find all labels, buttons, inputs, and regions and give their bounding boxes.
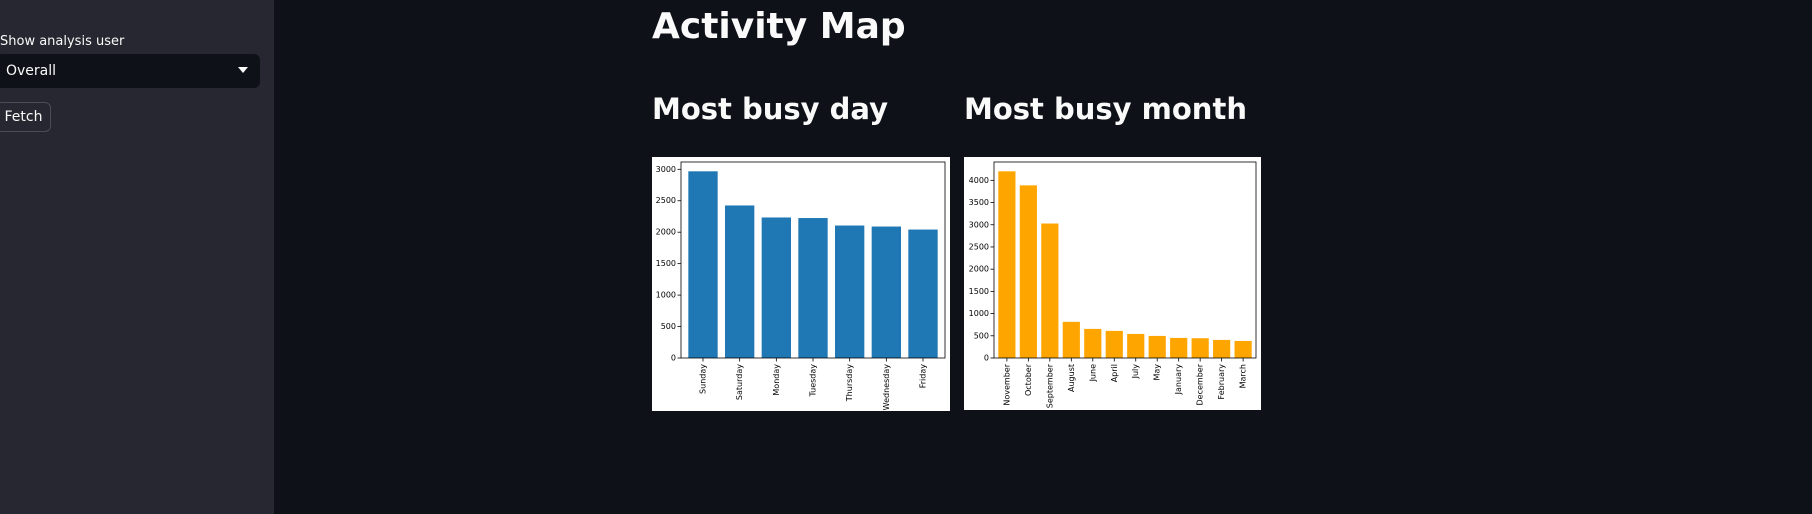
x-tick-label: Wednesday xyxy=(882,364,891,411)
x-tick-label: May xyxy=(1153,364,1162,381)
bar xyxy=(1213,339,1231,358)
y-tick-label: 500 xyxy=(974,331,989,340)
bar xyxy=(1084,328,1102,358)
chart-heading: Most busy month xyxy=(964,92,1247,126)
y-tick-label: 2500 xyxy=(656,196,676,205)
bar xyxy=(1127,333,1145,358)
x-tick-label: October xyxy=(1024,363,1033,396)
x-tick-label: November xyxy=(1002,363,1011,405)
x-tick-label: September xyxy=(1045,363,1054,408)
bar xyxy=(835,225,865,358)
y-tick-label: 500 xyxy=(661,322,676,331)
y-tick-label: 3500 xyxy=(969,198,989,207)
x-tick-label: January xyxy=(1174,364,1183,396)
bar xyxy=(908,229,938,358)
sidebar: Show analysis user Overall Fetch xyxy=(0,0,274,514)
x-tick-label: June xyxy=(1088,364,1097,383)
bar xyxy=(688,171,718,358)
x-tick-label: Saturday xyxy=(735,364,744,400)
bar xyxy=(1191,338,1209,358)
x-tick-label: Friday xyxy=(919,364,928,389)
bar xyxy=(1105,330,1123,358)
bar xyxy=(871,226,901,358)
bar xyxy=(998,171,1016,358)
x-tick-label: February xyxy=(1217,364,1226,400)
x-tick-label: Monday xyxy=(772,364,781,396)
chart: Sunday Saturday Monday Tuesday Thursday Wedne… xyxy=(652,157,950,411)
y-tick-label: 2000 xyxy=(656,228,676,237)
y-tick-label: 0 xyxy=(984,354,989,363)
x-tick-label: April xyxy=(1110,364,1119,382)
x-tick-label: March xyxy=(1239,364,1248,388)
bar xyxy=(1041,223,1059,358)
bar xyxy=(1019,185,1037,358)
y-tick-label: 3000 xyxy=(656,165,676,174)
bar xyxy=(1062,321,1080,358)
x-tick-label: December xyxy=(1196,363,1205,405)
x-tick-label: August xyxy=(1067,364,1076,392)
bar xyxy=(1148,335,1166,358)
bar xyxy=(761,217,791,358)
chart: November October September August June April J… xyxy=(964,157,1261,410)
x-tick-label: Tuesday xyxy=(809,364,818,398)
x-tick-label: Thursday xyxy=(845,364,854,402)
x-tick-label: Sunday xyxy=(699,364,708,394)
y-tick-label: 1500 xyxy=(656,259,676,268)
page-title: Activity Map xyxy=(652,6,906,47)
axes-frame xyxy=(993,161,1257,359)
bar xyxy=(1170,337,1188,358)
select-label: Show analysis user xyxy=(0,34,125,49)
bar xyxy=(1234,340,1252,358)
x-tick-label: July xyxy=(1131,364,1140,380)
y-tick-label: 1500 xyxy=(969,287,989,296)
y-tick-label: 1000 xyxy=(656,291,676,300)
y-tick-label: 4000 xyxy=(969,176,989,185)
bar xyxy=(798,218,828,358)
axes-frame xyxy=(680,161,946,359)
bar xyxy=(725,205,755,358)
y-tick-label: 2500 xyxy=(969,242,989,251)
y-tick-label: 3000 xyxy=(969,220,989,229)
y-tick-label: 2000 xyxy=(969,265,989,274)
chart-heading: Most busy day xyxy=(652,92,889,126)
y-tick-label: 0 xyxy=(671,354,676,363)
y-tick-label: 1000 xyxy=(969,309,989,318)
select-value: Overall xyxy=(6,63,57,79)
fetch-button[interactable]: Fetch xyxy=(0,102,51,132)
user-select[interactable]: Overall xyxy=(0,54,260,88)
dropdown-arrow xyxy=(238,67,248,73)
